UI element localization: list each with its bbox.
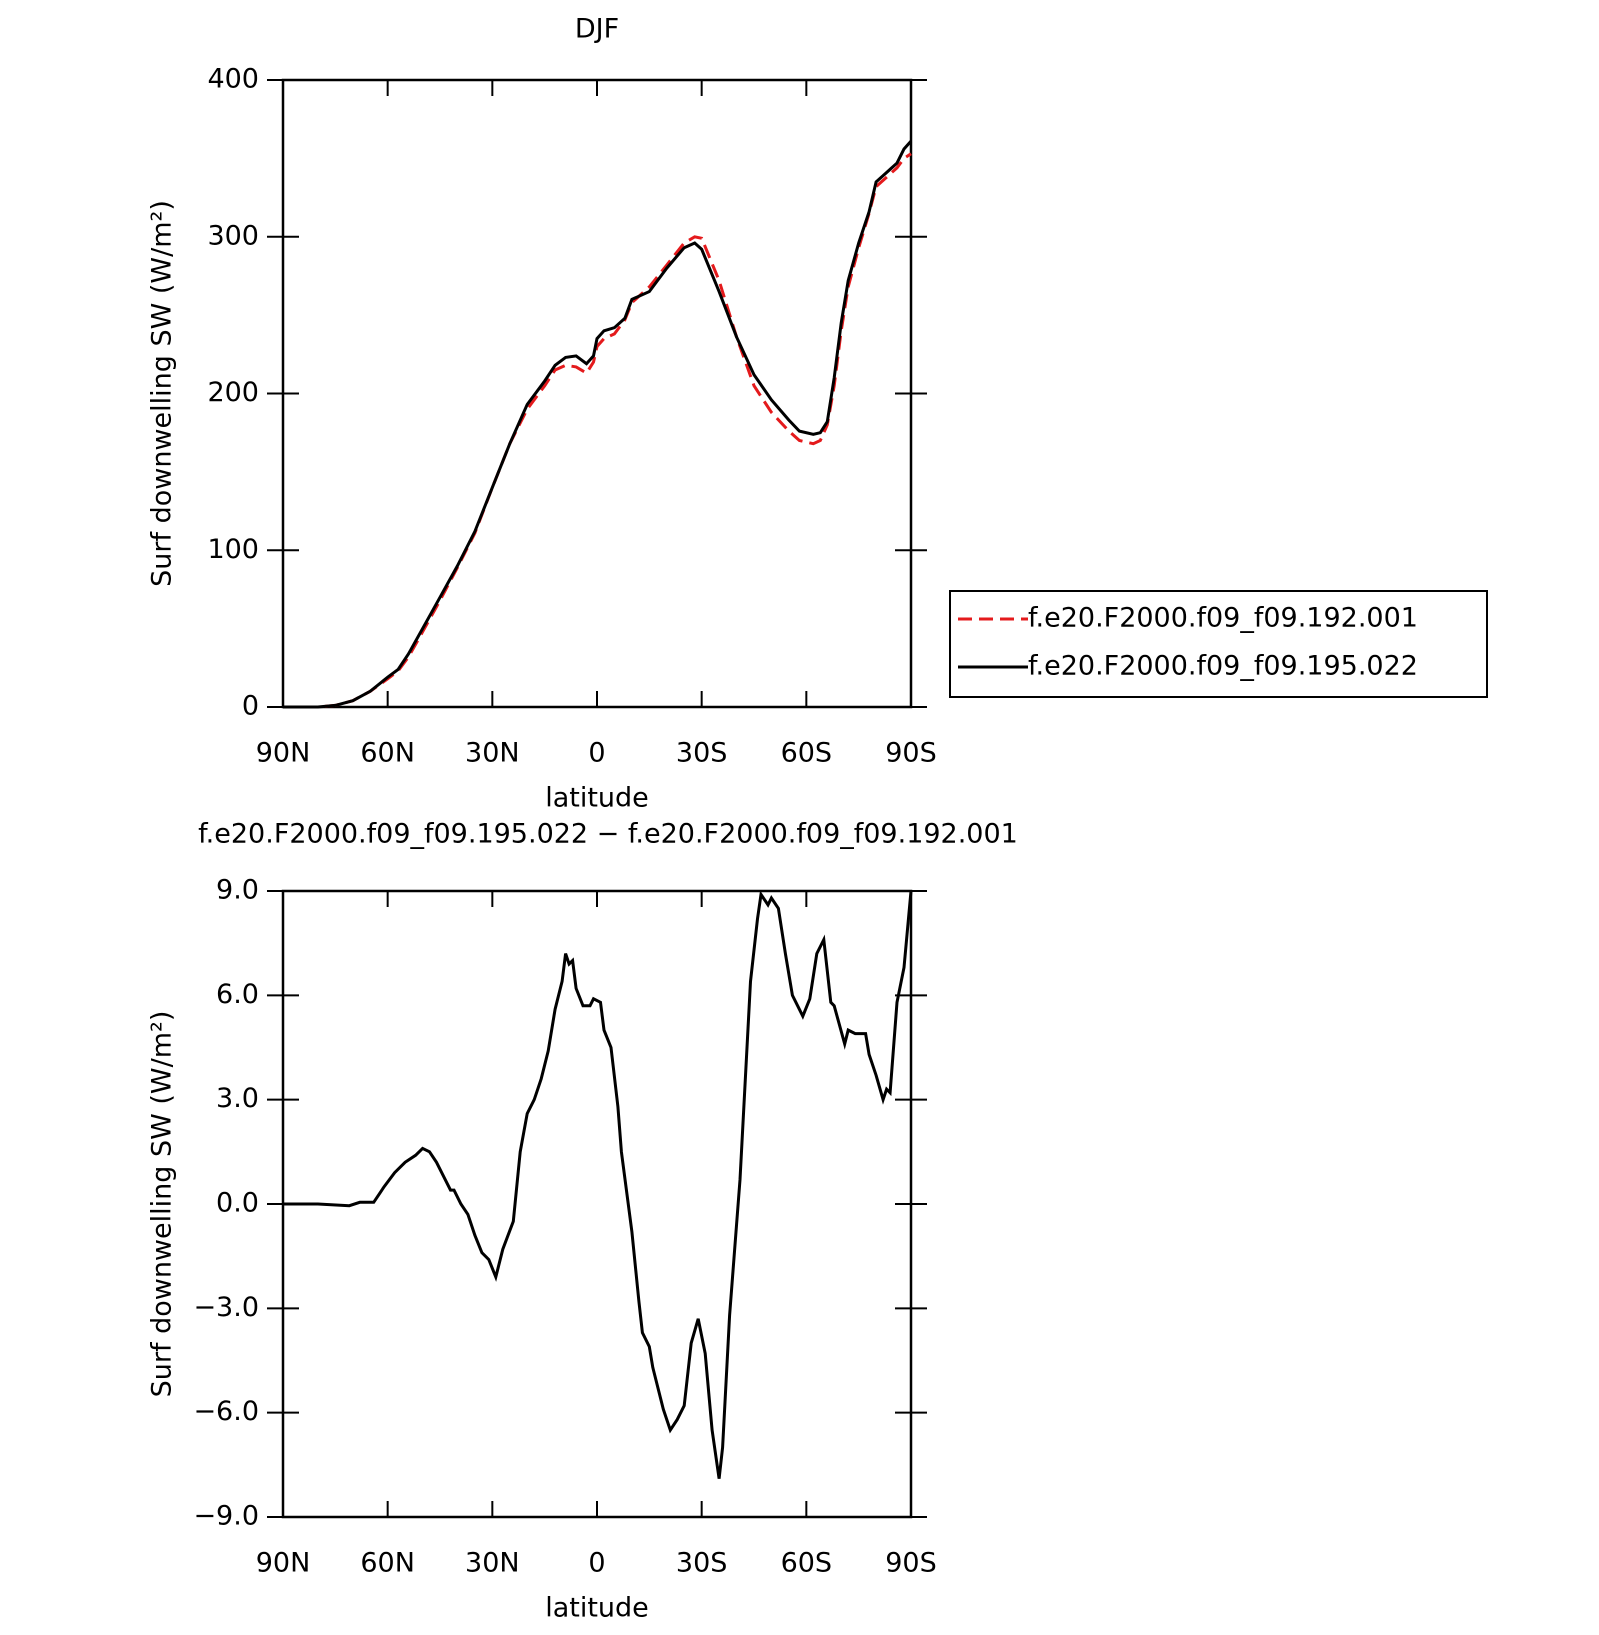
y-tick-label: 9.0 — [216, 875, 259, 906]
chart-title: f.e20.F2000.f09_f09.195.022 − f.e20.F200… — [198, 819, 1018, 850]
y-tick-label: 100 — [207, 534, 259, 565]
data-line — [283, 152, 912, 709]
legend-label: f.e20.F2000.f09_f09.195.022 — [1028, 651, 1418, 682]
x-axis-label: latitude — [545, 783, 649, 814]
y-tick-label: 400 — [207, 64, 259, 95]
y-tick-label: −3.0 — [193, 1292, 259, 1323]
x-tick-label: 30N — [465, 1548, 520, 1579]
y-tick-label: 6.0 — [216, 979, 259, 1010]
data-line — [283, 140, 913, 709]
x-tick-label: 90S — [885, 738, 937, 769]
x-tick-label: 60N — [360, 738, 415, 769]
y-tick-label: 300 — [207, 220, 259, 251]
x-tick-label: 0 — [588, 1548, 605, 1579]
x-tick-label: 60S — [781, 738, 833, 769]
x-tick-label: 90S — [885, 1548, 937, 1579]
x-tick-label: 60N — [360, 1548, 415, 1579]
y-tick-label: 0.0 — [216, 1188, 259, 1219]
x-axis-label: latitude — [545, 1593, 649, 1624]
data-line — [283, 890, 913, 1479]
x-tick-label: 30N — [465, 738, 520, 769]
x-tick-label: 30S — [676, 738, 728, 769]
legend-label: f.e20.F2000.f09_f09.192.001 — [1028, 603, 1418, 634]
y-tick-label: 200 — [207, 377, 259, 408]
x-tick-label: 30S — [676, 1548, 728, 1579]
x-tick-label: 0 — [588, 738, 605, 769]
y-axis-label: Surf downwelling SW (W/m²) — [147, 200, 178, 587]
y-tick-label: −6.0 — [193, 1396, 259, 1427]
x-tick-label: 90N — [256, 738, 311, 769]
x-tick-label: 90N — [256, 1548, 311, 1579]
chart-title: DJF — [575, 14, 619, 45]
y-tick-label: 3.0 — [216, 1083, 259, 1114]
plot-frame — [281, 78, 913, 709]
y-axis-label: Surf downwelling SW (W/m²) — [147, 1011, 178, 1398]
legend-box — [949, 590, 1488, 698]
y-tick-label: −9.0 — [193, 1501, 259, 1532]
plot-frame — [281, 889, 913, 1519]
x-tick-label: 60S — [781, 1548, 833, 1579]
y-tick-label: 0 — [242, 691, 259, 722]
